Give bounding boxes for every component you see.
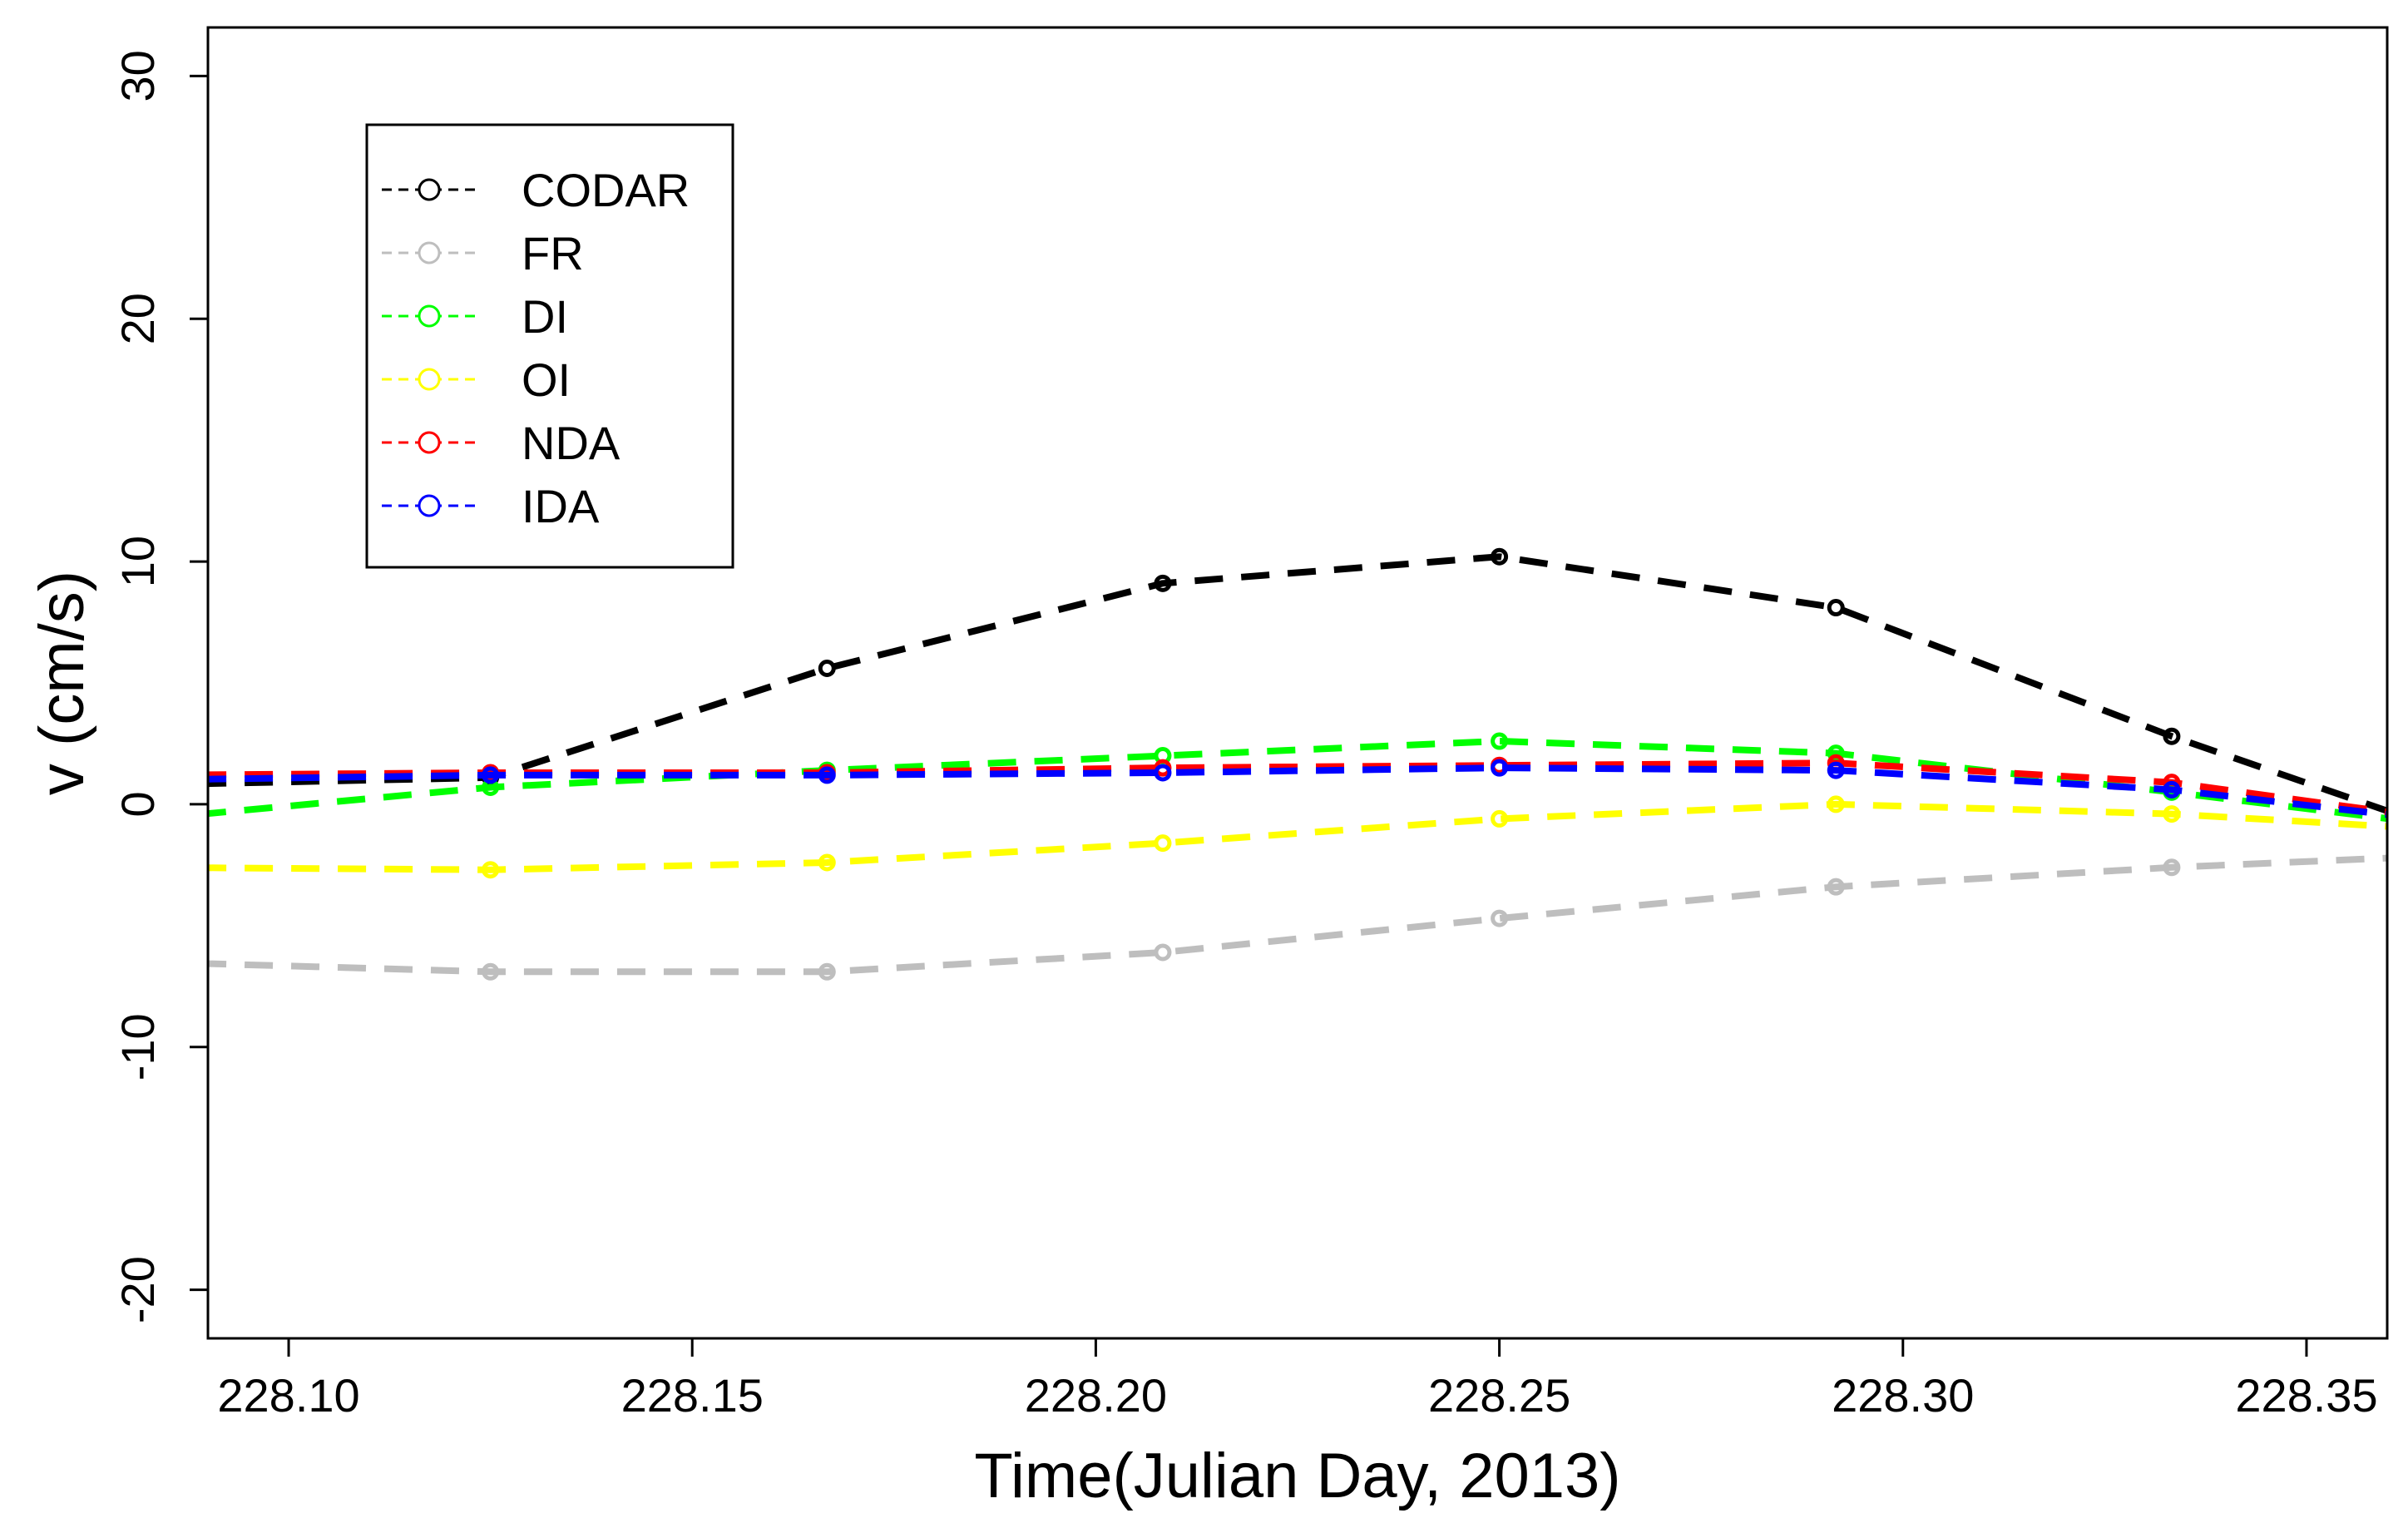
data-point-fr <box>1491 909 1509 927</box>
x-tick-label: 228.30 <box>1832 1369 1974 1422</box>
y-tick-label: -10 <box>111 1013 164 1080</box>
data-point-oi <box>1154 834 1172 853</box>
x-tick-label: 228.25 <box>1428 1369 1570 1422</box>
data-point-fr <box>2163 858 2181 877</box>
plot-area-frame <box>206 26 2389 1340</box>
data-point-oi <box>2163 805 2181 823</box>
y-tick-label: -20 <box>111 1256 164 1323</box>
legend-label-oi: OI <box>522 354 571 406</box>
data-point-ida <box>145 774 158 787</box>
data-point-ida <box>482 766 500 784</box>
legend-marker-ida <box>418 494 441 517</box>
series-line-ida <box>208 764 2387 818</box>
data-point-ida <box>1154 764 1172 782</box>
data-point-fr <box>482 962 500 981</box>
data-point-fr <box>145 956 158 969</box>
data-point-fr <box>1827 878 1845 896</box>
legend-marker-di <box>418 304 441 328</box>
legend-label-ida: IDA <box>522 480 600 532</box>
legend-marker-oi <box>418 368 441 391</box>
x-tick-label: 228.20 <box>1025 1369 1167 1422</box>
y-tick-label: 30 <box>111 50 164 101</box>
data-point-fr <box>1154 943 1172 962</box>
data-point-oi <box>482 861 500 879</box>
series-layer <box>145 547 2387 981</box>
data-point-di <box>1491 732 1509 750</box>
data-point-ida <box>818 766 836 784</box>
y-tick-label: 0 <box>111 791 164 817</box>
data-point-ida <box>1491 759 1509 777</box>
data-point-codar <box>2163 727 2181 745</box>
data-point-codar <box>145 779 158 792</box>
data-point-codar <box>818 659 836 677</box>
data-point-oi <box>145 861 158 874</box>
y-tick-label: 10 <box>111 536 164 587</box>
data-point-nda <box>145 769 158 782</box>
series-line-di <box>208 738 2387 823</box>
data-point-oi <box>818 853 836 872</box>
data-point-ida <box>2163 780 2181 799</box>
x-axis: 228.10 228.15 228.20 228.25 228.30 228.35 <box>217 1338 2378 1422</box>
data-point-oi <box>1491 809 1509 828</box>
data-point-oi <box>1827 795 1845 813</box>
series-line-fr <box>208 854 2387 976</box>
x-tick-label: 228.10 <box>217 1369 359 1422</box>
legend-label-nda: NDA <box>522 417 621 469</box>
series-line-codar <box>208 553 2387 815</box>
data-point-fr <box>818 962 836 981</box>
legend-label-fr: FR <box>522 227 584 279</box>
legend: CODAR FR DI OI NDA IDA <box>365 123 734 569</box>
y-tick-label: 20 <box>111 293 164 344</box>
data-point-codar <box>1154 574 1172 592</box>
legend-label-di: DI <box>522 290 568 343</box>
legend-marker-codar <box>418 178 441 201</box>
y-axis: -20 -10 0 10 20 30 <box>111 50 208 1323</box>
y-axis-title: v (cm/s) <box>27 571 97 795</box>
legend-marker-fr <box>418 241 441 265</box>
data-point-codar <box>1491 547 1509 566</box>
series-line-oi <box>208 800 2387 873</box>
data-point-ida <box>1827 761 1845 779</box>
x-tick-label: 228.35 <box>2235 1369 2377 1422</box>
x-tick-label: 228.15 <box>621 1369 764 1422</box>
legend-marker-nda <box>418 431 441 454</box>
x-axis-title: Time(Julian Day, 2013) <box>974 1441 1620 1511</box>
data-point-codar <box>1827 599 1845 617</box>
legend-label-codar: CODAR <box>522 164 690 216</box>
